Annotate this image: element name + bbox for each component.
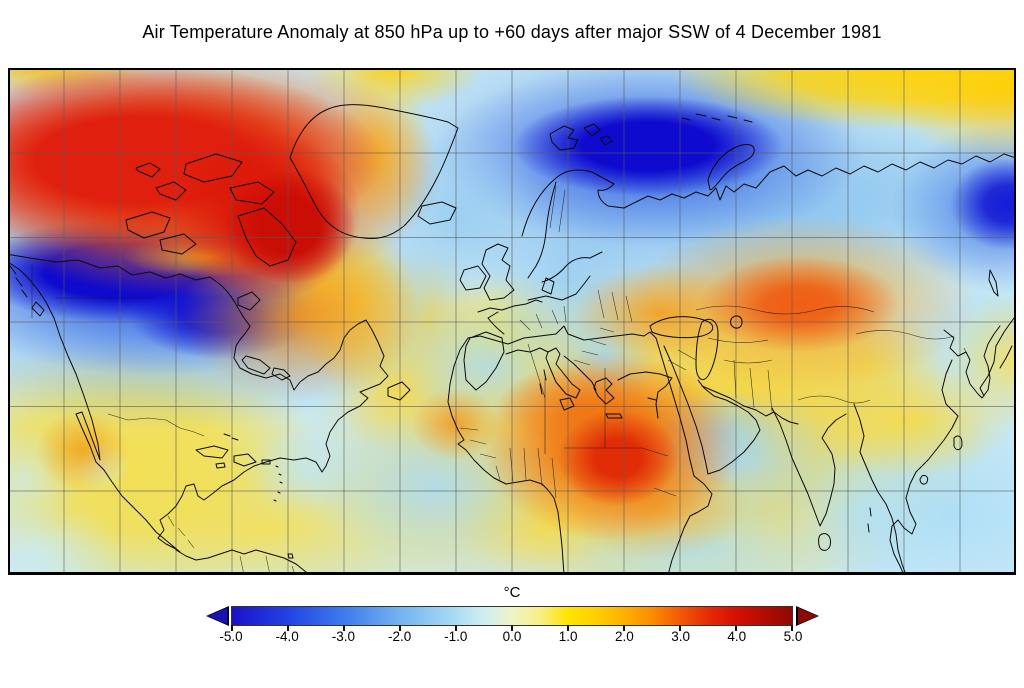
colorbar-tick-mark: [511, 625, 513, 631]
colorbar-tick-label: -1.0: [444, 629, 468, 644]
colorbar-underflow-arrow: [206, 606, 229, 626]
colorbar-tick-mark: [735, 625, 737, 631]
colorbar-tick-label: 3.0: [671, 629, 690, 644]
colorbar-overflow-arrow-fill: [797, 607, 818, 625]
colorbar-tick-mark: [567, 625, 569, 631]
colorbar-tick-label: 2.0: [615, 629, 634, 644]
figure-title: Air Temperature Anomaly at 850 hPa up to…: [142, 22, 882, 42]
colorbar-tick-mark: [231, 625, 233, 631]
colorbar-tick-label: -5.0: [219, 629, 243, 644]
colorbar-tick-mark: [399, 625, 401, 631]
colorbar-tick-label: 1.0: [558, 629, 578, 644]
colorbar-unit-label: °C: [503, 584, 521, 601]
colorbar-gradient-bar: [231, 606, 793, 631]
colorbar-tick-mark: [791, 625, 793, 631]
colorbar-tick-label: 5.0: [783, 629, 803, 644]
map-overlay: [8, 68, 1016, 575]
colorbar-tick-label: -3.0: [331, 629, 356, 644]
colorbar-tick-label: 0.0: [502, 629, 522, 644]
colorbar-underflow-arrow-fill: [207, 607, 228, 625]
colorbar-tick-label: 4.0: [727, 629, 747, 644]
latlon-grid: [8, 68, 1016, 575]
country-borders: [31, 185, 971, 575]
colorbar-tick-label: -2.0: [387, 629, 412, 644]
colorbar: °C -5.0 -4.0 -3.0 -2.0 -1.0 0.0 1.0 2.0 3.0 4.0 5.…: [0, 584, 1024, 654]
map-panel: [8, 68, 1016, 575]
colorbar-tick-mark: [343, 625, 345, 631]
colorbar-tick-mark: [455, 625, 457, 631]
colorbar-overflow-arrow: [796, 606, 819, 626]
colorbar-tick-label: -4.0: [275, 629, 299, 644]
colorbar-tick-labels: -5.0 -4.0 -3.0 -2.0 -1.0 0.0 1.0 2.0 3.0 4.0 5.0: [219, 629, 802, 645]
colorbar-tick-mark: [623, 625, 625, 631]
colorbar-tick-mark: [679, 625, 681, 631]
coastlines: [8, 104, 1016, 575]
colorbar-tick-mark: [287, 625, 289, 631]
